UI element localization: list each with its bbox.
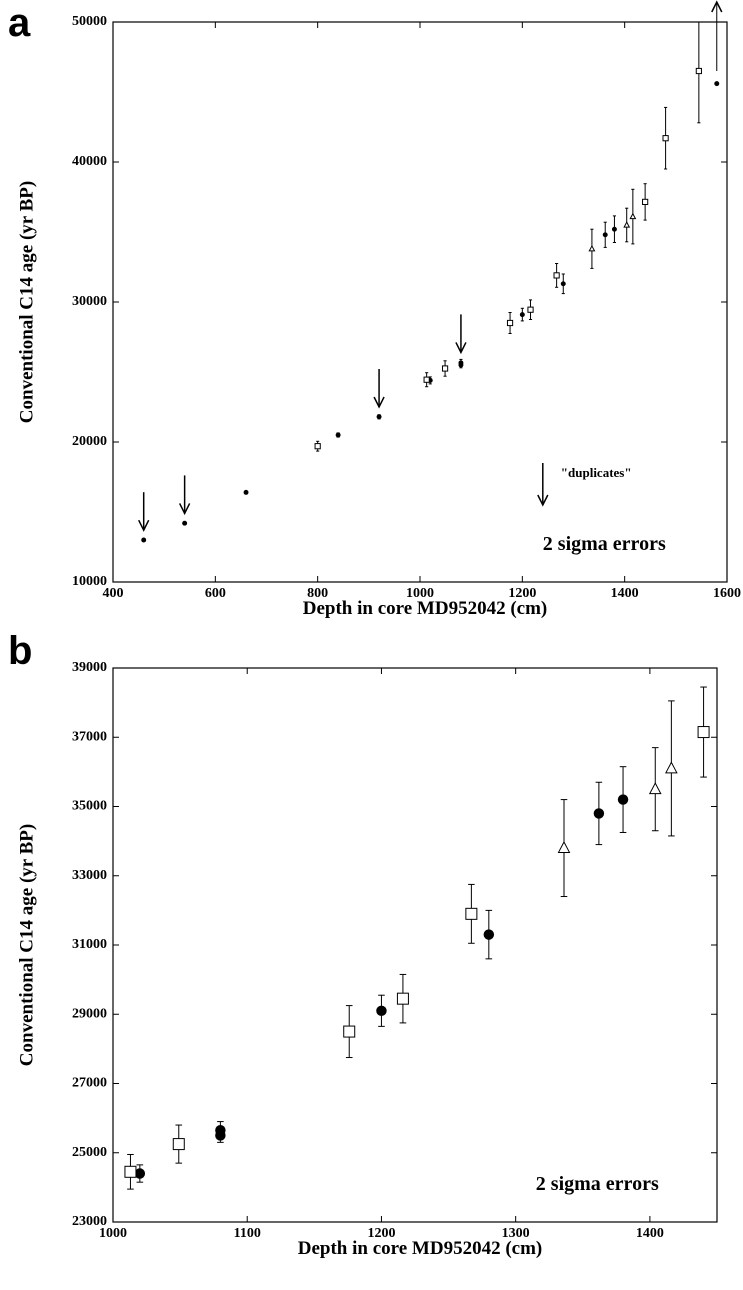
y-tick-label: 33000 bbox=[72, 868, 107, 883]
point bbox=[124, 1165, 137, 1178]
y-tick-label: 31000 bbox=[72, 937, 107, 952]
point bbox=[617, 794, 629, 805]
y-tick-label: 50000 bbox=[72, 14, 107, 29]
point bbox=[376, 1005, 387, 1017]
plot-frame bbox=[112, 21, 728, 583]
point bbox=[695, 67, 702, 75]
annotation: 2 sigma errors bbox=[536, 1173, 659, 1195]
arrow-head bbox=[711, 0, 723, 13]
y-tick-label: 40000 bbox=[72, 154, 107, 169]
point bbox=[602, 232, 608, 238]
point bbox=[642, 198, 649, 206]
panel-label: b bbox=[8, 629, 32, 673]
y-axis-label: Conventional C14 age (yr BP) bbox=[16, 824, 37, 1066]
y-tick-label: 37000 bbox=[72, 729, 107, 744]
arrow-head bbox=[537, 494, 549, 507]
point bbox=[697, 726, 710, 739]
arrow-head bbox=[178, 503, 191, 516]
x-tick-label: 800 bbox=[307, 586, 328, 601]
x-axis-label: Depth in core MD952042 (cm) bbox=[298, 1238, 543, 1259]
y-tick-label: 29000 bbox=[72, 1006, 107, 1021]
x-tick-label: 1200 bbox=[367, 1226, 395, 1241]
point bbox=[629, 212, 637, 220]
point bbox=[458, 362, 464, 368]
x-tick-label: 400 bbox=[103, 586, 124, 601]
point bbox=[243, 489, 249, 495]
y-axis-label: Conventional C14 age (yr BP) bbox=[16, 181, 37, 423]
x-tick-label: 1600 bbox=[713, 586, 741, 601]
plot-frame bbox=[112, 667, 718, 1223]
point bbox=[593, 808, 605, 819]
x-axis-label: Depth in core MD952042 (cm) bbox=[303, 598, 548, 619]
x-tick-label: 1400 bbox=[611, 586, 639, 601]
x-tick-label: 1400 bbox=[636, 1226, 664, 1241]
point bbox=[483, 929, 495, 940]
x-tick-label: 1100 bbox=[234, 1226, 261, 1241]
x-tick-label: 1300 bbox=[502, 1226, 530, 1241]
panel-label: a bbox=[8, 1, 31, 45]
point bbox=[335, 432, 341, 438]
point bbox=[662, 135, 669, 142]
arrow-head bbox=[455, 342, 467, 355]
arrow-head bbox=[373, 396, 385, 409]
point bbox=[714, 81, 720, 87]
point bbox=[611, 226, 617, 232]
arrow-head bbox=[138, 519, 150, 532]
point bbox=[557, 840, 571, 853]
point bbox=[588, 244, 596, 252]
point bbox=[623, 221, 631, 228]
point bbox=[560, 281, 566, 287]
point bbox=[553, 272, 560, 279]
point bbox=[423, 376, 430, 383]
point bbox=[134, 1168, 146, 1179]
y-tick-label: 10000 bbox=[72, 574, 107, 589]
point bbox=[465, 907, 478, 920]
x-tick-label: 1000 bbox=[99, 1226, 127, 1241]
x-tick-label: 1200 bbox=[508, 586, 536, 601]
y-tick-label: 30000 bbox=[72, 294, 107, 309]
point bbox=[519, 312, 525, 318]
point bbox=[506, 319, 514, 327]
y-tick-label: 25000 bbox=[72, 1145, 107, 1160]
y-tick-label: 35000 bbox=[72, 799, 107, 814]
point bbox=[441, 365, 449, 372]
point bbox=[665, 761, 678, 774]
y-tick-label: 20000 bbox=[72, 434, 107, 449]
x-tick-label: 600 bbox=[205, 586, 226, 601]
point bbox=[376, 414, 382, 420]
point bbox=[141, 537, 147, 543]
y-tick-label: 39000 bbox=[72, 660, 107, 675]
point bbox=[396, 992, 409, 1005]
annotation: 2 sigma errors bbox=[543, 533, 666, 555]
y-tick-label: 23000 bbox=[72, 1214, 107, 1229]
duplicates-label: "duplicates" bbox=[561, 465, 632, 480]
point bbox=[182, 520, 188, 526]
point bbox=[215, 1130, 226, 1141]
point bbox=[314, 443, 321, 450]
point bbox=[648, 782, 662, 795]
point bbox=[527, 306, 534, 313]
y-tick-label: 27000 bbox=[72, 1076, 107, 1091]
point bbox=[343, 1025, 356, 1038]
point bbox=[172, 1138, 185, 1151]
x-tick-label: 1000 bbox=[406, 586, 434, 601]
